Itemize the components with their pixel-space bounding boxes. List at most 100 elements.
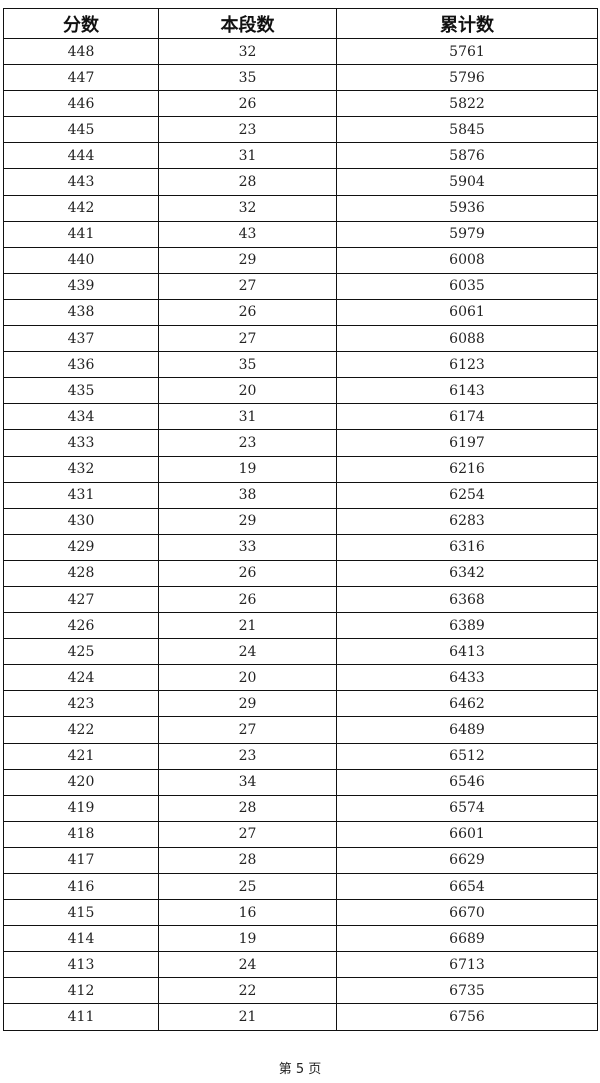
table-row: 421 23 6512 bbox=[3, 742, 598, 770]
table-row: 424 20 6433 bbox=[3, 664, 598, 692]
cell-cumulative-count: 5796 bbox=[336, 64, 598, 92]
cell-segment-count: 28 bbox=[158, 794, 337, 822]
table-row: 417 28 6629 bbox=[3, 846, 598, 875]
cell-cumulative-count: 5845 bbox=[336, 116, 598, 144]
cell-segment-count: 32 bbox=[158, 194, 337, 222]
cell-score: 441 bbox=[3, 220, 159, 248]
cell-cumulative-count: 5822 bbox=[336, 90, 598, 118]
cell-segment-count: 34 bbox=[158, 768, 337, 796]
cell-segment-count: 43 bbox=[158, 220, 337, 248]
cell-cumulative-count: 5979 bbox=[336, 220, 598, 248]
cell-cumulative-count: 6316 bbox=[336, 533, 598, 561]
cell-score: 438 bbox=[3, 298, 159, 327]
cell-segment-count: 38 bbox=[158, 481, 337, 509]
cell-score: 434 bbox=[3, 403, 159, 431]
cell-segment-count: 31 bbox=[158, 142, 337, 170]
table-row: 439 27 6035 bbox=[3, 272, 598, 300]
cell-cumulative-count: 6413 bbox=[336, 638, 598, 666]
cell-score: 437 bbox=[3, 325, 159, 353]
cell-score: 413 bbox=[3, 951, 159, 979]
cell-segment-count: 26 bbox=[158, 585, 337, 614]
table-row: 445 23 5845 bbox=[3, 116, 598, 144]
cell-cumulative-count: 6546 bbox=[336, 768, 598, 796]
cell-segment-count: 24 bbox=[158, 638, 337, 666]
cell-cumulative-count: 6123 bbox=[336, 351, 598, 379]
table-row: 422 27 6489 bbox=[3, 716, 598, 744]
cell-score: 412 bbox=[3, 977, 159, 1005]
cell-cumulative-count: 6008 bbox=[336, 246, 598, 274]
cell-score: 435 bbox=[3, 377, 159, 405]
cell-score: 425 bbox=[3, 638, 159, 666]
cell-segment-count: 29 bbox=[158, 690, 337, 718]
cell-score: 444 bbox=[3, 142, 159, 170]
cell-cumulative-count: 6512 bbox=[336, 742, 598, 770]
cell-segment-count: 27 bbox=[158, 325, 337, 353]
table-row: 411 21 6756 bbox=[3, 1003, 598, 1031]
table-row: 443 28 5904 bbox=[3, 168, 598, 196]
cell-score: 415 bbox=[3, 899, 159, 927]
cell-segment-count: 20 bbox=[158, 664, 337, 692]
table-row: 434 31 6174 bbox=[3, 403, 598, 431]
cell-cumulative-count: 5904 bbox=[336, 168, 598, 196]
table-row: 440 29 6008 bbox=[3, 246, 598, 274]
cell-segment-count: 35 bbox=[158, 64, 337, 92]
table-row: 444 31 5876 bbox=[3, 142, 598, 170]
table-row: 413 24 6713 bbox=[3, 951, 598, 979]
cell-segment-count: 26 bbox=[158, 559, 337, 587]
table-row: 428 26 6342 bbox=[3, 559, 598, 587]
cell-cumulative-count: 5876 bbox=[336, 142, 598, 170]
cell-cumulative-count: 6462 bbox=[336, 690, 598, 718]
cell-segment-count: 26 bbox=[158, 90, 337, 118]
cell-segment-count: 29 bbox=[158, 246, 337, 274]
table-row: 447 35 5796 bbox=[3, 64, 598, 92]
cell-segment-count: 31 bbox=[158, 403, 337, 431]
table-row: 431 38 6254 bbox=[3, 481, 598, 509]
cell-segment-count: 28 bbox=[158, 168, 337, 196]
page-number: 第 5 页 bbox=[278, 1062, 322, 1077]
cell-score: 442 bbox=[3, 194, 159, 222]
cell-score: 432 bbox=[3, 455, 159, 483]
cell-segment-count: 23 bbox=[158, 742, 337, 770]
table-row: 435 20 6143 bbox=[3, 377, 598, 405]
cell-score: 411 bbox=[3, 1003, 159, 1031]
cell-score: 443 bbox=[3, 168, 159, 196]
cell-cumulative-count: 6283 bbox=[336, 507, 598, 535]
table-row: 441 43 5979 bbox=[3, 220, 598, 248]
table-row: 433 23 6197 bbox=[3, 429, 598, 457]
cell-score: 436 bbox=[3, 351, 159, 379]
cell-cumulative-count: 6629 bbox=[336, 846, 598, 875]
cell-segment-count: 26 bbox=[158, 298, 337, 327]
cell-cumulative-count: 6670 bbox=[336, 899, 598, 927]
table-row: 427 26 6368 bbox=[3, 585, 598, 614]
cell-cumulative-count: 6574 bbox=[336, 794, 598, 822]
cell-score: 439 bbox=[3, 272, 159, 300]
cell-segment-count: 19 bbox=[158, 925, 337, 953]
cell-segment-count: 28 bbox=[158, 846, 337, 875]
cell-cumulative-count: 6713 bbox=[336, 951, 598, 979]
cell-segment-count: 24 bbox=[158, 951, 337, 979]
cell-score: 422 bbox=[3, 716, 159, 744]
cell-cumulative-count: 6654 bbox=[336, 872, 598, 901]
cell-cumulative-count: 6689 bbox=[336, 925, 598, 953]
table-row: 430 29 6283 bbox=[3, 507, 598, 535]
cell-score: 446 bbox=[3, 90, 159, 118]
cell-score: 430 bbox=[3, 507, 159, 535]
cell-segment-count: 23 bbox=[158, 116, 337, 144]
cell-cumulative-count: 6035 bbox=[336, 272, 598, 300]
cell-score: 440 bbox=[3, 246, 159, 274]
cell-cumulative-count: 6389 bbox=[336, 612, 598, 640]
cell-score: 428 bbox=[3, 559, 159, 587]
cell-score: 448 bbox=[3, 37, 159, 66]
table-row: 416 25 6654 bbox=[3, 872, 598, 901]
table-row: 436 35 6123 bbox=[3, 351, 598, 379]
cell-score: 417 bbox=[3, 846, 159, 875]
table-row: 442 32 5936 bbox=[3, 194, 598, 222]
table-header-row: 分数 本段数 累计数 bbox=[3, 8, 598, 39]
cell-cumulative-count: 6756 bbox=[336, 1003, 598, 1031]
cell-score: 426 bbox=[3, 612, 159, 640]
cell-segment-count: 19 bbox=[158, 455, 337, 483]
table-row: 412 22 6735 bbox=[3, 977, 598, 1005]
cell-segment-count: 29 bbox=[158, 507, 337, 535]
cell-score: 445 bbox=[3, 116, 159, 144]
table-row: 420 34 6546 bbox=[3, 768, 598, 796]
